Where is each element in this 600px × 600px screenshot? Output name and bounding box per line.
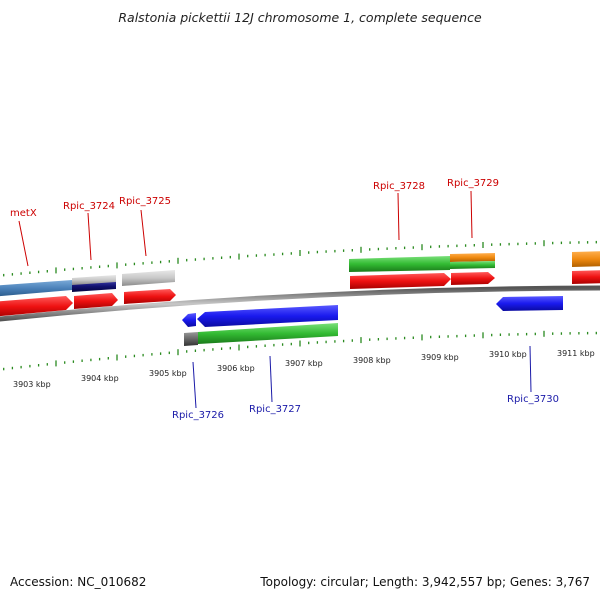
gene-arrow-red-2[interactable] xyxy=(74,293,118,309)
gene-rpic-3729-green[interactable] xyxy=(450,261,495,269)
topology-text: Topology: circular; Length: 3,942,557 bp… xyxy=(260,575,590,589)
gene-label-rpic-3726: Rpic_3726 xyxy=(172,410,224,421)
gene-arrow-red-6[interactable] xyxy=(572,270,600,284)
gene-label-rpic-3728: Rpic_3728 xyxy=(373,181,425,192)
leader-lines xyxy=(18,190,532,409)
gene-arrow-red-1[interactable] xyxy=(0,296,73,317)
gene-label-rpic-3730: Rpic_3730 xyxy=(507,394,559,405)
kbp-label-3907: 3907 kbp xyxy=(285,359,323,368)
gene-arrow-red-4[interactable] xyxy=(350,273,451,289)
inner-tick-row xyxy=(3,330,597,371)
gene-label-rpic-3729: Rpic_3729 xyxy=(447,178,499,189)
gene-label-rpic-3725: Rpic_3725 xyxy=(119,196,171,207)
kbp-label-3906: 3906 kbp xyxy=(217,364,255,373)
kbp-label-3910: 3910 kbp xyxy=(489,350,527,359)
gene-arrow-blue-rpic-3726[interactable] xyxy=(182,313,196,327)
gene-arrow-red-5[interactable] xyxy=(451,272,495,285)
gene-green-inner[interactable] xyxy=(198,323,338,344)
gene-arrow-blue-rpic-3730[interactable] xyxy=(496,296,563,311)
gene-label-rpic-3724: Rpic_3724 xyxy=(63,201,115,212)
gene-rpic-3725-grey[interactable] xyxy=(122,270,175,286)
gene-label-rpic-3727: Rpic_3727 xyxy=(249,404,301,415)
map-title: Ralstonia pickettii 12J chromosome 1, co… xyxy=(118,10,482,25)
outer-tick-row xyxy=(3,240,597,277)
kbp-label-3904: 3904 kbp xyxy=(81,374,119,383)
gene-label-metX: metX xyxy=(10,208,37,219)
kbp-label-3905: 3905 kbp xyxy=(149,369,187,378)
accession-text: Accession: NC_010682 xyxy=(10,575,147,589)
kbp-label-3908: 3908 kbp xyxy=(353,356,391,365)
gene-right-orange[interactable] xyxy=(572,251,600,267)
kbp-label-3911: 3911 kbp xyxy=(557,349,595,358)
gene-rpic-3729-orange[interactable] xyxy=(450,253,495,262)
gene-arrow-blue-rpic-3727[interactable] xyxy=(197,305,338,327)
gene-rpic-3728[interactable] xyxy=(349,256,450,272)
gene-metX[interactable] xyxy=(0,280,72,297)
kbp-label-3909: 3909 kbp xyxy=(421,353,459,362)
chromosome-backbone xyxy=(0,285,600,322)
kbp-label-3903: 3903 kbp xyxy=(13,380,51,389)
gene-rpic-3724-grey[interactable] xyxy=(72,275,116,285)
gene-dark-grey[interactable] xyxy=(184,332,198,346)
gene-arrow-red-3[interactable] xyxy=(124,289,176,304)
